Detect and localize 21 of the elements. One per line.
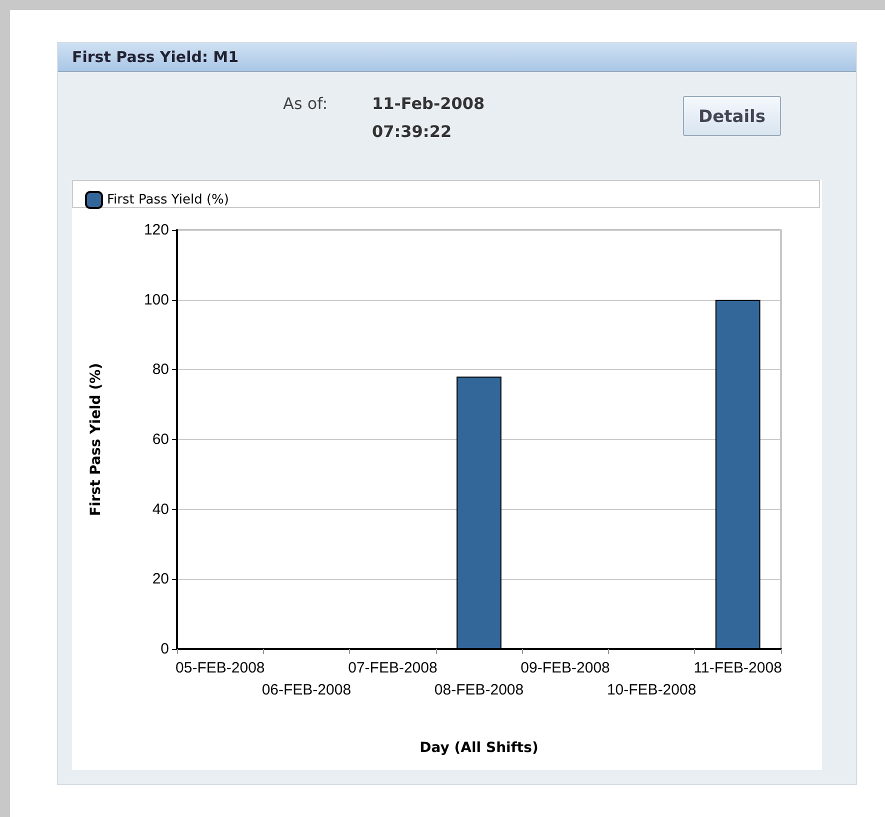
x-tick-label: 05-FEB-2008 [176, 660, 265, 676]
x-tick-label: 09-FEB-2008 [520, 660, 610, 676]
text: As of: [283, 93, 328, 115]
x-tick-label: 08-FEB-2008 [434, 682, 524, 698]
y-tick-label: 40 [152, 500, 169, 518]
x-tick-label: 07-FEB-2008 [348, 660, 438, 676]
y-tick-label: 100 [144, 291, 169, 308]
chart-title: First Pass Yield: M1 [58, 43, 856, 72]
y-tick-label: 20 [152, 570, 169, 588]
text: 11-Feb-2008 07:39:22 [372, 93, 486, 143]
y-tick-label: 0 [160, 640, 169, 658]
text: Details [683, 96, 781, 136]
x-tick-label: 11-FEB-2008 [694, 660, 782, 676]
x-tick-label: 10-FEB-2008 [606, 682, 696, 698]
x-axis-title: Day (All Shifts) [420, 740, 538, 756]
legend-label: First Pass Yield (%) [107, 192, 229, 208]
y-tick-label: 80 [152, 361, 169, 378]
y-tick-label: 60 [152, 431, 169, 448]
y-tick-label: 120 [144, 222, 169, 238]
x-tick-label: 06-FEB-2008 [262, 682, 352, 698]
y-axis-title: First Pass Yield (%) [88, 363, 104, 516]
